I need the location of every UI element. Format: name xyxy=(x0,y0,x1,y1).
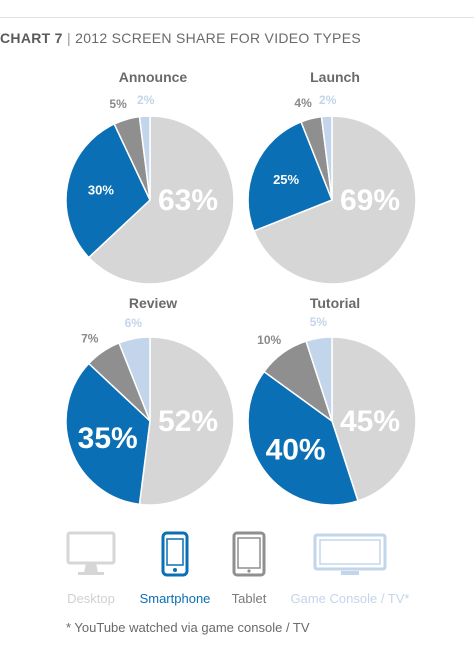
pie-launch: Launch 69% 25% 4% 2% xyxy=(247,69,417,285)
label-review-game-console: 6% xyxy=(125,316,143,330)
label-announce-game-console: 2% xyxy=(137,93,155,107)
legend-item-tablet: Tablet xyxy=(224,531,274,606)
pie-title-review: Review xyxy=(129,295,177,311)
label-tutorial-game-console: 5% xyxy=(310,315,328,329)
slice-announce-desktop xyxy=(87,115,235,285)
legend-label-tablet: Tablet xyxy=(231,591,267,606)
label-launch-desktop: 69% xyxy=(340,184,400,217)
slice-tutorial-smartphone xyxy=(247,370,359,506)
slice-tutorial-game-console xyxy=(305,336,333,422)
legend-item-desktop: Desktop xyxy=(58,531,124,606)
slice-launch-desktop xyxy=(252,115,417,285)
label-review-tablet: 7% xyxy=(81,331,99,345)
pie-announce: Announce 63% 30% 5% 2% xyxy=(65,69,235,285)
chart-number: CHART 7 xyxy=(0,30,63,46)
label-tutorial-desktop: 45% xyxy=(340,405,400,438)
chart-header: CHART 7 | 2012 SCREEN SHARE FOR VIDEO TY… xyxy=(0,30,361,46)
slice-review-game-console xyxy=(118,336,151,422)
pie-title-launch: Launch xyxy=(310,69,360,85)
slice-tutorial-desktop xyxy=(331,336,417,502)
label-announce-smartphone: 30% xyxy=(88,183,114,198)
slice-announce-game-console xyxy=(138,115,151,201)
smartphone-icon xyxy=(161,531,189,577)
slice-launch-smartphone xyxy=(247,120,333,232)
legend-label-smartphone: Smartphone xyxy=(139,591,211,606)
legend-item-game-console: Game Console / TV* xyxy=(280,531,420,606)
label-launch-game-console: 2% xyxy=(319,93,337,107)
label-announce-desktop: 63% xyxy=(158,184,218,217)
desktop-icon xyxy=(66,531,116,575)
legend-item-smartphone: Smartphone xyxy=(130,531,220,606)
header-separator: | xyxy=(66,30,71,46)
pie-title-announce: Announce xyxy=(119,69,188,85)
slice-review-smartphone xyxy=(65,362,151,506)
label-announce-tablet: 5% xyxy=(109,97,127,111)
pie-title-tutorial: Tutorial xyxy=(310,295,360,311)
label-launch-tablet: 4% xyxy=(294,96,312,110)
tablet-icon xyxy=(232,531,266,577)
legend-label-game-console: Game Console / TV* xyxy=(290,591,410,606)
pie-review: Review 52% 35% 7% 6% xyxy=(65,295,235,506)
pie-charts: Announce 63% 30% 5% 2% Launch 69% 25% 4% 2% Review… xyxy=(65,69,417,506)
legend: Desktop Smartphone Tablet Game Console /… xyxy=(0,531,474,611)
label-review-smartphone: 35% xyxy=(78,422,138,455)
slice-announce-smartphone xyxy=(65,122,151,259)
legend-label-desktop: Desktop xyxy=(67,591,115,606)
slice-review-desktop xyxy=(138,336,235,506)
tv-icon xyxy=(313,533,387,575)
label-tutorial-smartphone: 40% xyxy=(266,434,326,467)
slice-launch-game-console xyxy=(320,115,333,201)
label-tutorial-tablet: 10% xyxy=(257,333,281,347)
pie-tutorial: Tutorial 45% 40% 10% 5% xyxy=(247,295,417,506)
label-launch-smartphone: 25% xyxy=(273,172,299,187)
label-review-desktop: 52% xyxy=(158,405,218,438)
top-divider xyxy=(0,17,474,18)
chart-title: 2012 SCREEN SHARE FOR VIDEO TYPES xyxy=(75,30,361,46)
footnote: * YouTube watched via game console / TV xyxy=(66,620,310,635)
